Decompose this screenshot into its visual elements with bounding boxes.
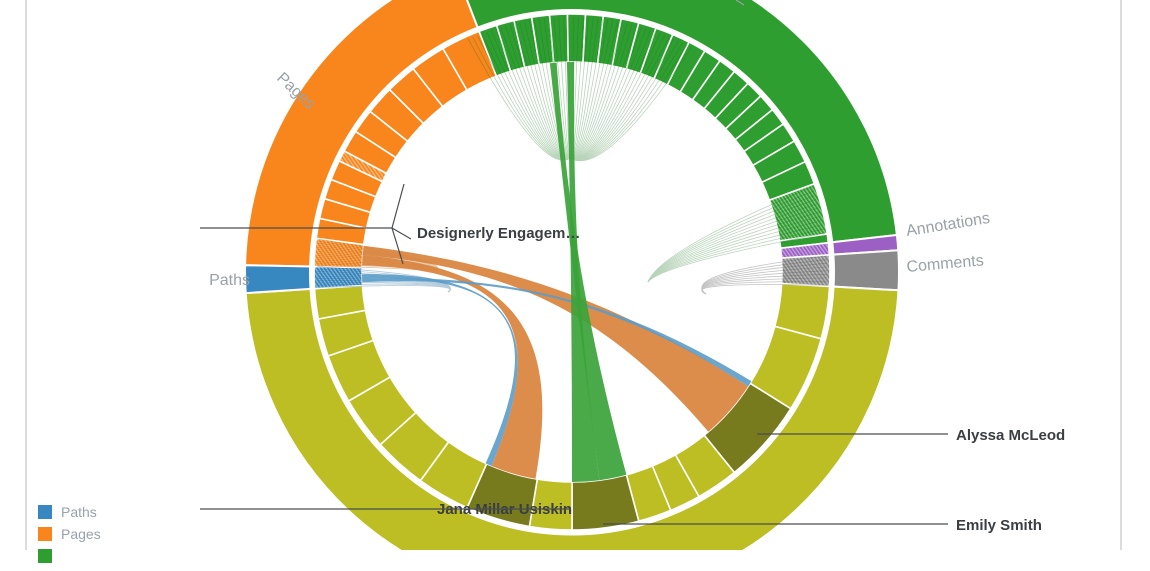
leader-line-designerly-2 [391, 227, 412, 240]
callout-label-designerly: Designerly Engagem… [417, 225, 580, 242]
chord-diagram: Designerly Engagem…Jana Millar UsiskinAl… [200, 0, 1065, 550]
legend-swatch [38, 549, 52, 563]
leader-line-clipped-top [735, 0, 745, 6]
inner-segment-people-44[interactable] [571, 473, 640, 531]
ribbon-green-to-emily-a[interactable] [550, 62, 627, 481]
legend-swatch [38, 505, 52, 519]
inner-segment-hatch-pages-5 [339, 150, 387, 182]
panel-border-left [25, 0, 27, 550]
legend-item-pages[interactable]: Pages [38, 527, 101, 541]
inner-segment-hatch-annotations-36 [780, 242, 830, 259]
inner-segment-hatch-comments-37 [781, 254, 830, 287]
category-label-paths: Paths [209, 272, 250, 289]
ribbon-green-to-emily-b[interactable] [566, 61, 600, 483]
callout-label-alyssa: Alyssa McLeod [956, 427, 1065, 444]
category-label-annotations: Annotations [905, 210, 991, 240]
inner-segment-hatch-green-34 [769, 183, 828, 241]
legend-swatch [38, 527, 52, 541]
inner-segment-hatch-pages-0 [314, 238, 364, 268]
category-label-comments: Comments [906, 252, 985, 276]
ribbon-pages-to-alyssa[interactable] [362, 245, 749, 432]
leader-line-designerly-1 [391, 183, 405, 229]
chord-fan-green-right-bundle [647, 186, 825, 283]
outer-segment-paths[interactable] [244, 264, 312, 295]
legend-item-clipped-2[interactable] [38, 549, 101, 563]
outer-segment-people[interactable] [244, 285, 900, 550]
outer-segment-comments[interactable] [832, 249, 901, 292]
legend: Paths Pages [38, 505, 101, 571]
ribbon-pages-to-jana[interactable] [362, 255, 543, 479]
outer-segment-pages[interactable] [244, 0, 479, 268]
leader-line-designerly-3 [391, 227, 404, 265]
chord-fan-comments-bundle [701, 255, 828, 295]
inner-segment-hatch-paths-53 [314, 266, 363, 289]
callout-label-emily: Emily Smith [956, 517, 1042, 534]
legend-item-paths[interactable]: Paths [38, 505, 101, 519]
legend-label: Pages [61, 526, 101, 542]
panel-border-right [1120, 0, 1122, 550]
legend-label: Paths [61, 504, 97, 520]
